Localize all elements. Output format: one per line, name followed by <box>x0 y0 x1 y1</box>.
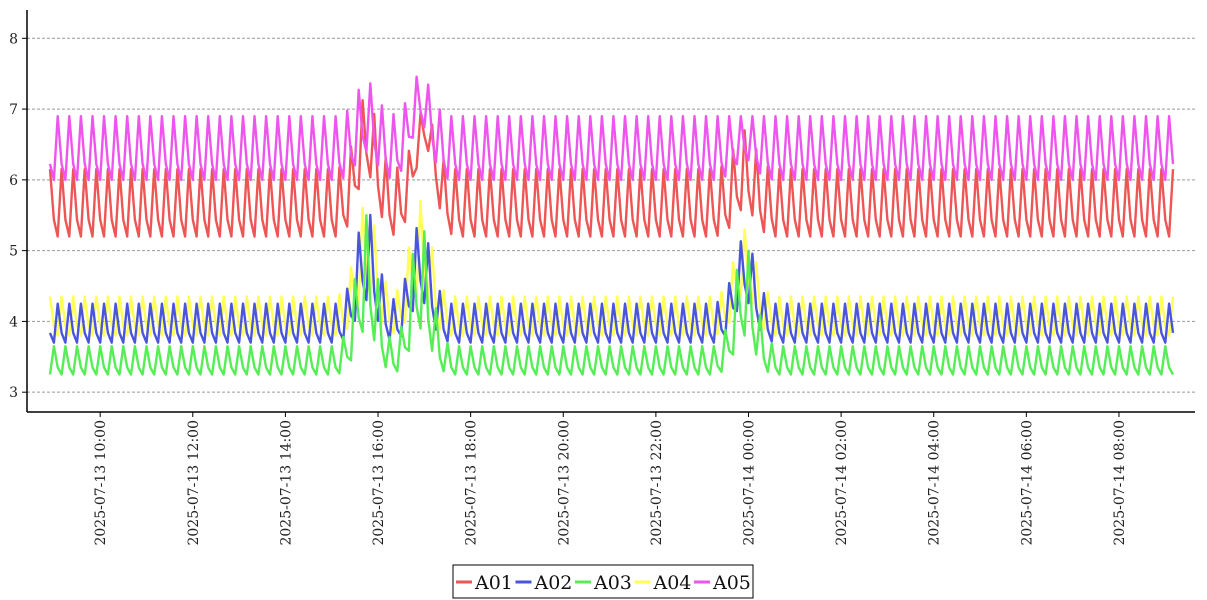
y-tick-labels: 3 4 5 6 7 8 <box>9 31 27 401</box>
series-line-a02 <box>48 213 1175 344</box>
series-line-a05 <box>48 75 1175 182</box>
series-line-a03 <box>48 213 1175 376</box>
x-tick-label: 2025-07-13 16:00 <box>371 420 387 546</box>
legend-label-a03: A03 <box>593 572 632 594</box>
x-tick-label: 2025-07-13 20:00 <box>556 420 572 546</box>
y-tick-label: 6 <box>9 173 18 189</box>
legend: A01 A02 A03 A04 A05 <box>452 564 754 599</box>
y-tick-label: 7 <box>9 102 18 118</box>
legend-label-a02: A02 <box>534 572 573 594</box>
y-tick-label: 4 <box>9 314 18 330</box>
x-tick-label: 2025-07-13 22:00 <box>649 420 665 546</box>
legend-label-a01: A01 <box>474 572 513 594</box>
legend-label-a04: A04 <box>653 572 692 594</box>
x-tick-label: 2025-07-14 00:00 <box>741 420 757 546</box>
x-tick-labels: 2025-07-13 10:00 2025-07-13 12:00 2025-07-… <box>93 412 1128 546</box>
series-lines <box>48 75 1175 376</box>
axes <box>26 10 1195 413</box>
x-tick-label: 2025-07-14 04:00 <box>927 420 943 546</box>
x-tick-label: 2025-07-14 06:00 <box>1019 420 1035 546</box>
x-tick-label: 2025-07-13 14:00 <box>278 420 294 546</box>
x-tick-label: 2025-07-13 10:00 <box>93 420 109 546</box>
x-tick-label: 2025-07-13 18:00 <box>464 420 480 546</box>
x-tick-label: 2025-07-14 08:00 <box>1112 420 1128 546</box>
x-tick-label: 2025-07-13 12:00 <box>186 420 202 546</box>
y-tick-label: 8 <box>9 31 18 47</box>
y-tick-label: 3 <box>9 385 18 401</box>
y-tick-label: 5 <box>9 244 18 260</box>
series-line-a01 <box>48 98 1175 238</box>
legend-label-a05: A05 <box>712 572 751 594</box>
x-tick-label: 2025-07-14 02:00 <box>834 420 850 546</box>
